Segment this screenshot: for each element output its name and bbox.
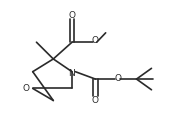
Text: O: O <box>23 84 30 93</box>
Text: N: N <box>69 68 75 78</box>
Text: O: O <box>92 96 99 105</box>
Text: O: O <box>114 74 121 83</box>
Text: O: O <box>68 11 76 20</box>
Text: O: O <box>91 36 98 45</box>
